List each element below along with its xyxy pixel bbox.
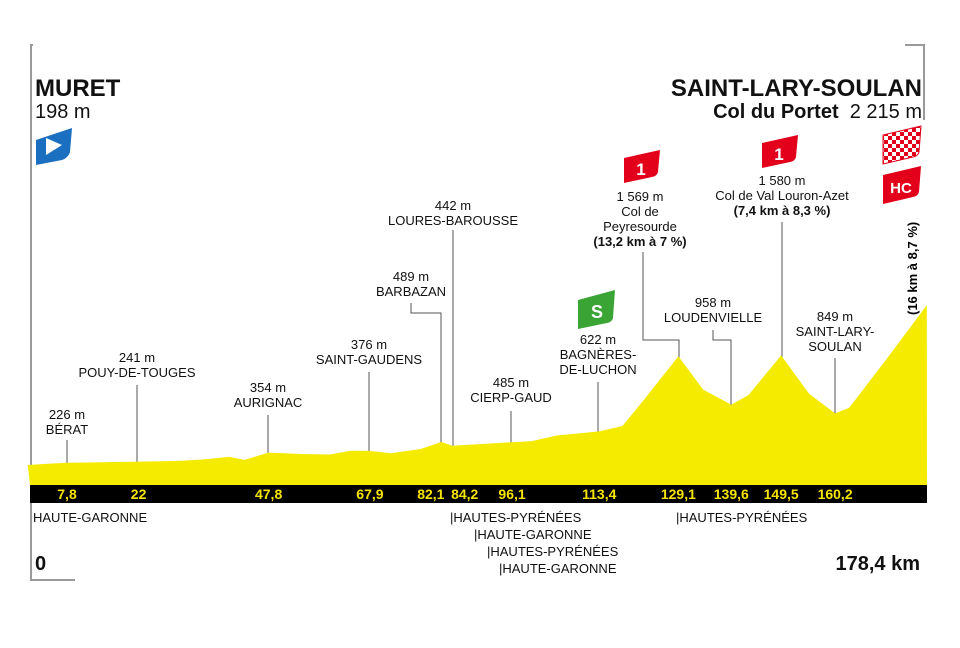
point-pouy: 241 m POUY-DE-TOUGES — [78, 350, 196, 380]
climb-cat-label: 1 — [636, 160, 645, 179]
finish-sub: Col du Portet — [713, 101, 839, 123]
final-climb-label: (16 km à 8,7 %) — [905, 222, 920, 315]
climb-cat-label: 1 — [774, 145, 783, 164]
department-label: |HAUTES-PYRÉNÉES — [487, 544, 619, 559]
axis-end: 178,4 km — [835, 553, 920, 575]
department-label: HAUTE-GARONNE — [33, 510, 148, 525]
climb-cat-icon — [624, 150, 660, 183]
sprint-letter: S — [591, 302, 603, 322]
department-label: |HAUTE-GARONNE — [474, 527, 592, 542]
frame-right — [905, 44, 925, 120]
frame-left — [30, 44, 75, 581]
point-saint-lary: 849 m SAINT-LARY- SOULAN — [795, 309, 875, 354]
finish-name: SAINT-LARY-SOULAN — [670, 75, 922, 102]
finish-subtitle: Col du Portet 2 215 m — [713, 102, 922, 123]
point-berat: 226 m BÉRAT — [45, 407, 89, 437]
point-saint-gaudens: 376 m SAINT-GAUDENS — [315, 337, 423, 367]
department-label: |HAUTE-GARONNE — [499, 561, 617, 576]
hc-cat-icon — [883, 166, 921, 204]
km-tick-label: 96,1 — [498, 486, 526, 502]
point-loudenvielle: 958 m LOUDENVIELLE — [663, 295, 763, 325]
department-label: |HAUTES-PYRÉNÉES — [450, 510, 582, 525]
start-name: MURET — [35, 75, 121, 102]
sprint-icon — [578, 290, 615, 329]
km-tick-label: 7,8 — [57, 486, 77, 502]
point-barbazan: 489 m BARBAZAN — [375, 269, 447, 299]
hc-cat-label: HC — [890, 180, 912, 197]
km-tick-label: 160,2 — [817, 486, 853, 502]
point-bagneres: 622 m BAGNÈRES- DE-LUCHON — [559, 332, 637, 377]
point-aurignac: 354 m AURIGNAC — [233, 380, 303, 410]
km-tick-label: 113,4 — [582, 486, 617, 502]
km-tick-label: 139,6 — [713, 486, 749, 502]
km-tick-label: 47,8 — [254, 486, 283, 502]
climb-cat-icon — [762, 135, 798, 168]
km-tick-label: 84,2 — [451, 486, 479, 502]
finish-flag-icon — [882, 125, 922, 165]
km-tick-label: 129,1 — [660, 486, 696, 502]
elevation-profile — [27, 305, 927, 485]
point-cierp: 485 m CIERP-GAUD — [470, 375, 552, 405]
point-loures: 442 m LOURES-BAROUSSE — [387, 198, 519, 228]
km-tick-label: 149,5 — [763, 486, 799, 502]
play-icon — [46, 138, 62, 155]
km-bar — [30, 485, 927, 503]
point-peyresourde: 1 569 m Col de Peyresourde (13,2 km à 7 %) — [593, 189, 687, 249]
finish-elev: 2 215 m — [849, 101, 922, 123]
km-tick-label: 82,1 — [417, 486, 445, 502]
marker-line — [410, 303, 442, 485]
start-elev: 198 m — [35, 101, 91, 123]
axis-start: 0 — [35, 553, 47, 575]
km-tick-label: 22 — [130, 486, 147, 502]
km-tick-label: 67,9 — [356, 486, 384, 502]
point-val-louron: 1 580 m Col de Val Louron-Azet (7,4 km à 8… — [715, 173, 849, 218]
department-label: |HAUTES-PYRÉNÉES — [676, 510, 808, 525]
